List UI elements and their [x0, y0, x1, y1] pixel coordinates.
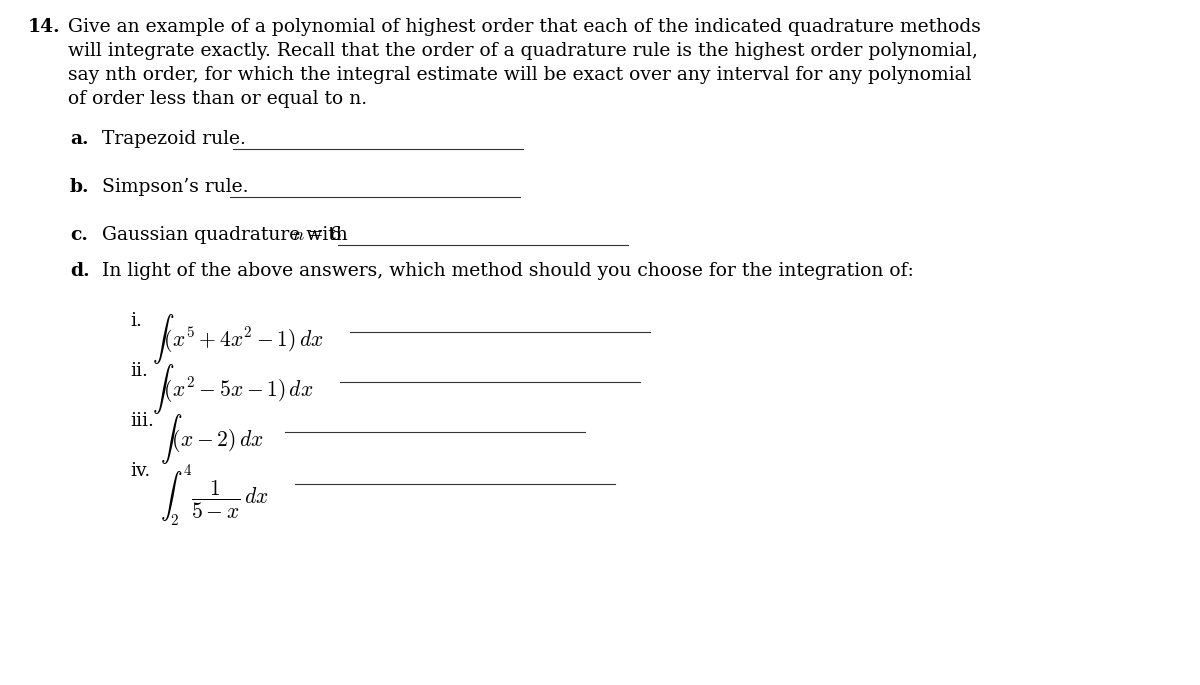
Text: 14.: 14.: [28, 18, 61, 36]
Text: say nth order, for which the integral estimate will be exact over any interval f: say nth order, for which the integral es…: [68, 66, 972, 84]
Text: $\int_2^4 \dfrac{1}{5-x}\,dx$: $\int_2^4 \dfrac{1}{5-x}\,dx$: [160, 462, 269, 527]
Text: Trapezoid rule.: Trapezoid rule.: [90, 130, 246, 148]
Text: c.: c.: [70, 226, 88, 244]
Text: $\int(x^2 - 5x - 1)\,dx$: $\int(x^2 - 5x - 1)\,dx$: [152, 362, 313, 416]
Text: will integrate exactly. Recall that the order of a quadrature rule is the highes: will integrate exactly. Recall that the …: [68, 42, 978, 60]
Text: ii.: ii.: [130, 362, 148, 380]
Text: i.: i.: [130, 312, 142, 330]
Text: b.: b.: [70, 178, 90, 196]
Text: $n$: $n$: [292, 226, 305, 244]
Text: $\int(x - 2)\,dx$: $\int(x - 2)\,dx$: [160, 412, 264, 466]
Text: a.: a.: [70, 130, 89, 148]
Text: of order less than or equal to n.: of order less than or equal to n.: [68, 90, 367, 108]
Text: iii.: iii.: [130, 412, 154, 430]
Text: In light of the above answers, which method should you choose for the integratio: In light of the above answers, which met…: [90, 262, 913, 280]
Text: d.: d.: [70, 262, 90, 280]
Text: iv.: iv.: [130, 462, 150, 480]
Text: Give an example of a polynomial of highest order that each of the indicated quad: Give an example of a polynomial of highe…: [68, 18, 980, 36]
Text: Simpson’s rule.: Simpson’s rule.: [90, 178, 248, 196]
Text: $\int(x^5 + 4x^2 - 1)\,dx$: $\int(x^5 + 4x^2 - 1)\,dx$: [152, 312, 324, 366]
Text: = 6: = 6: [302, 226, 342, 244]
Text: Gaussian quadrature with: Gaussian quadrature with: [90, 226, 354, 244]
